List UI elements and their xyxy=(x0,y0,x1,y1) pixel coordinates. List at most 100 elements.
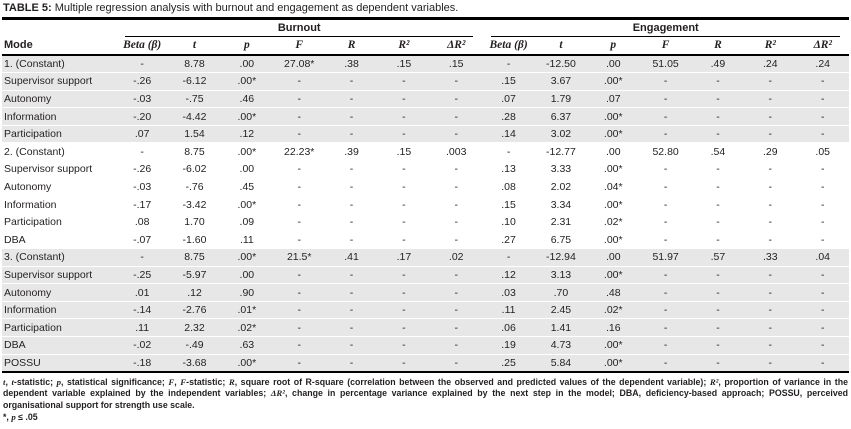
value-cell: - xyxy=(691,90,745,109)
table-row: Autonomy -.03 -.75.46- - - - .07 1.79.07- - - - xyxy=(2,90,849,109)
value-cell: -2.76 xyxy=(168,301,221,320)
value-cell: .00 xyxy=(587,142,640,162)
value-cell: .48 xyxy=(587,283,640,302)
value-cell: .15 xyxy=(377,55,431,74)
value-cell: - xyxy=(639,283,692,302)
stat-header-engagement-5: R² xyxy=(744,37,797,56)
value-cell: - xyxy=(639,318,692,337)
row-label: Autonomy xyxy=(2,178,116,197)
value-cell: - xyxy=(744,336,797,355)
value-cell: .01 xyxy=(116,283,169,302)
value-cell: - xyxy=(744,160,797,179)
table-row: Information -.20 -4.42.00* - - - - .28 6.37.00* -… xyxy=(2,107,849,126)
stat-header-burnout-5: R² xyxy=(377,37,431,56)
value-cell: .13 xyxy=(482,160,535,179)
value-cell: .04 xyxy=(796,248,849,267)
table-row: 2. (Constant) -8.75.00* 22.23* .39.15.003- -… xyxy=(2,142,849,162)
row-label: Information xyxy=(2,195,116,214)
value-cell: .17 xyxy=(377,248,431,267)
value-cell: -.02 xyxy=(116,336,169,355)
value-cell: - xyxy=(796,160,849,179)
row-label: Participation xyxy=(2,318,116,337)
value-cell: .00 xyxy=(587,248,640,267)
value-cell: - xyxy=(744,301,797,320)
value-cell: 22.23* xyxy=(273,142,326,162)
value-cell: - xyxy=(273,90,326,109)
value-cell: - xyxy=(325,230,378,250)
value-cell: 8.78 xyxy=(168,55,221,74)
value-cell: -4.42 xyxy=(168,107,221,126)
value-cell: .00 xyxy=(220,55,274,74)
value-cell: .09 xyxy=(220,213,274,232)
value-cell: .05 xyxy=(796,142,849,162)
value-cell: .00* xyxy=(220,107,274,126)
table-row: Autonomy .01.12.90- - - - .03.70.48- - - - xyxy=(2,283,849,302)
burnout-group-header: Burnout xyxy=(116,19,482,37)
value-cell: - xyxy=(796,213,849,232)
value-cell: - xyxy=(639,160,692,179)
regression-table: Mode Burnout Engagement Beta (β) t p F R R² ΔR… xyxy=(2,17,849,373)
table-row: POSSU -.18 -3.68.00* - - - - .25 5.84.00* - - - - xyxy=(2,354,849,373)
value-cell: -.76 xyxy=(168,178,221,197)
footnote-text-segment: -statistic; xyxy=(13,376,57,387)
value-cell: - xyxy=(273,230,326,250)
value-cell: - xyxy=(796,336,849,355)
value-cell: 2.32 xyxy=(168,318,221,337)
value-cell: .07 xyxy=(482,90,535,109)
value-cell: - xyxy=(744,213,797,232)
stat-symbol: ΔR² xyxy=(270,388,285,399)
value-cell: -6.02 xyxy=(168,160,221,179)
value-cell: -.20 xyxy=(116,107,169,126)
value-cell: - xyxy=(482,55,535,74)
value-cell: -1.60 xyxy=(168,230,221,250)
value-cell: - xyxy=(744,178,797,197)
value-cell: - xyxy=(639,72,692,91)
table-row: Supervisor support -.25 -5.97.00- - - - .12 3.1… xyxy=(2,266,849,285)
value-cell: .19 xyxy=(482,336,535,355)
value-cell: - xyxy=(377,283,431,302)
value-cell: .00* xyxy=(587,107,640,126)
value-cell: .45 xyxy=(220,178,274,197)
value-cell: - xyxy=(796,283,849,302)
value-cell: - xyxy=(273,178,326,197)
stat-symbol: p xyxy=(56,376,61,387)
table-row: DBA -.02 -.49.63- - - - .19 4.73.00* - - - - xyxy=(2,336,849,355)
footnote-text-segment: , change in percentage variance explaine… xyxy=(3,388,848,410)
value-cell: - xyxy=(639,125,692,144)
significance-note: *, p ≤ .05 xyxy=(3,412,848,423)
value-cell: .90 xyxy=(220,283,274,302)
value-cell: - xyxy=(273,125,326,144)
table-row: Autonomy -.03 -.76.45- - - - .08 2.02.04* - - - - xyxy=(2,178,849,197)
stat-header-row: Beta (β) t p F R R² ΔR² Beta (β) t p F R R² ΔR² xyxy=(2,37,849,56)
value-cell: .00* xyxy=(220,354,274,373)
value-cell: .25 xyxy=(482,354,535,373)
value-cell: - xyxy=(430,318,483,337)
value-cell: - xyxy=(744,125,797,144)
value-cell: 27.08* xyxy=(273,55,326,74)
value-cell: - xyxy=(796,90,849,109)
value-cell: -12.77 xyxy=(534,142,588,162)
value-cell: - xyxy=(377,72,431,91)
value-cell: .00* xyxy=(587,336,640,355)
table-row: Supervisor support -.26 -6.02.00- - - - .13 3.3… xyxy=(2,160,849,179)
table-body: 1. (Constant) -8.78.00 27.08* .38.15.15- -12… xyxy=(2,55,849,373)
engagement-group-header: Engagement xyxy=(482,19,849,37)
table-title: TABLE 5: Multiple regression analysis wi… xyxy=(2,1,849,17)
value-cell: - xyxy=(430,336,483,355)
value-cell: - xyxy=(430,195,483,214)
value-cell: 51.97 xyxy=(639,248,692,267)
value-cell: - xyxy=(691,107,745,126)
table-row: DBA -.07 -1.60.11- - - - .27 6.75.00* - - - - xyxy=(2,230,849,250)
value-cell: .41 xyxy=(325,248,378,267)
row-label: Supervisor support xyxy=(2,160,116,179)
value-cell: - xyxy=(639,107,692,126)
value-cell: .00* xyxy=(220,142,274,162)
mode-column-header: Mode xyxy=(2,18,116,56)
value-cell: .02 xyxy=(430,248,483,267)
value-cell: - xyxy=(430,354,483,373)
value-cell: - xyxy=(273,107,326,126)
stat-header-burnout-4: R xyxy=(325,37,378,56)
row-label: Participation xyxy=(2,125,116,144)
value-cell: - xyxy=(639,336,692,355)
value-cell: - xyxy=(430,301,483,320)
